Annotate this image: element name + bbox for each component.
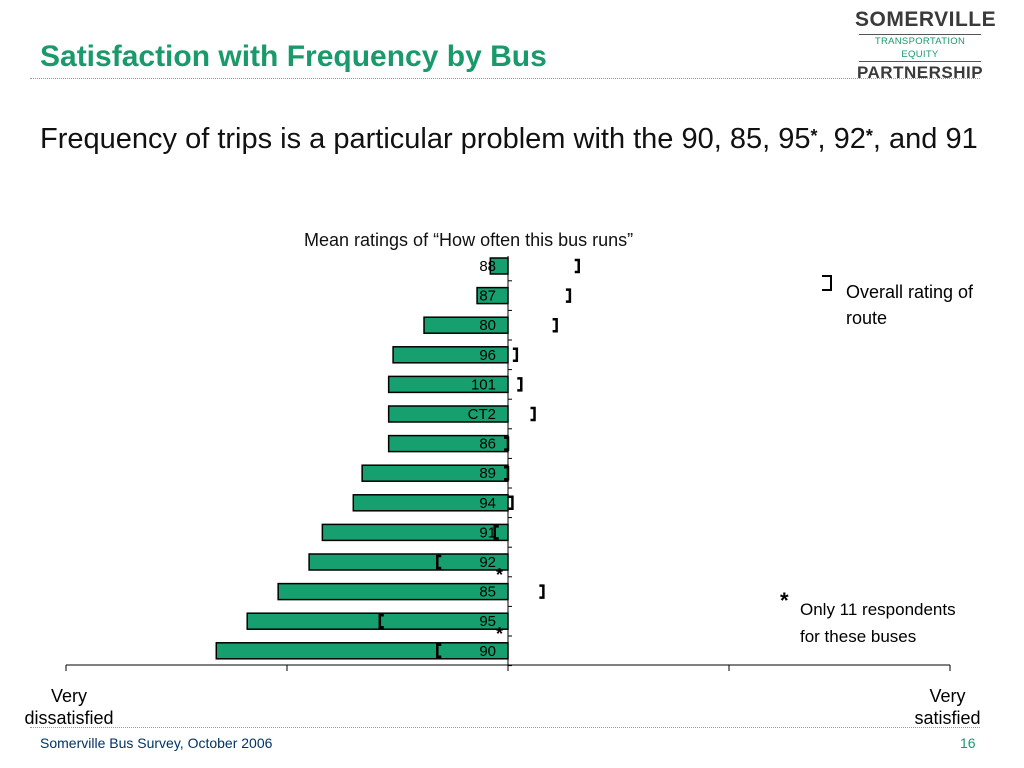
category-label-91: 91 — [479, 524, 496, 541]
overall-bracket-101 — [517, 377, 523, 392]
category-label-94: 94 — [479, 495, 496, 512]
legend-star-line-2: for these buses — [800, 627, 917, 646]
axis-end-label-right: Very satisfied — [914, 686, 981, 728]
overall-bracket-91 — [493, 525, 499, 540]
chart-title: Mean ratings of “How often this bus runs… — [304, 230, 634, 250]
category-label-92: 92 — [479, 554, 496, 571]
logo-line-1: SOMERVILLE — [855, 8, 997, 31]
slide-title: Satisfaction with Frequency by Bus — [40, 40, 547, 73]
category-label-87: 87 — [479, 288, 496, 305]
asterisk-92: * — [496, 565, 503, 585]
bar-101 — [387, 375, 509, 394]
category-label-88: 88 — [479, 258, 496, 275]
asterisk-icon: * — [780, 588, 789, 613]
logo-line-3: PARTNERSHIP — [856, 63, 984, 82]
legend-star-label: Only 11 respondents for these buses — [800, 596, 990, 650]
bar-85 — [277, 582, 509, 601]
axis-end-label-left: Very dissatisfied — [24, 686, 114, 728]
category-label-85: 85 — [479, 584, 496, 601]
bracket-marker-icon — [822, 275, 832, 291]
category-label-95: 95 — [479, 613, 496, 630]
bar-96 — [392, 346, 509, 364]
overall-bracket-94 — [508, 495, 514, 511]
overall-bracket-87 — [565, 288, 572, 303]
bar-87 — [476, 286, 509, 305]
overall-bracket-89 — [504, 465, 510, 481]
bar-91 — [321, 523, 509, 542]
overall-bracket-96 — [512, 347, 519, 363]
category-label-80: 80 — [479, 317, 496, 334]
overall-bracket-95 — [378, 613, 384, 629]
overall-bracket-90 — [436, 643, 442, 659]
subtitle-text-2: , 92 — [817, 123, 866, 155]
bar-90 — [215, 642, 509, 660]
legend-star-line-1: Only 11 respondents — [800, 600, 956, 619]
category-label-90: 90 — [479, 643, 496, 660]
overall-bracket-85 — [539, 584, 545, 599]
bar-94 — [352, 494, 509, 512]
bar-92 — [308, 553, 509, 571]
bar-95 — [246, 612, 509, 630]
category-label-CT2: CT2 — [468, 406, 496, 423]
bar-88 — [489, 257, 509, 275]
slide-subtitle: Frequency of trips is a particular probl… — [40, 116, 990, 159]
footer-divider — [30, 727, 980, 728]
overall-bracket-80 — [552, 317, 558, 333]
logo: SOMERVILLE TRANSPORTATION EQUITY PARTNER… — [855, 8, 997, 84]
subtitle-star-2: * — [865, 126, 873, 146]
subtitle-text-3: , and 91 — [872, 123, 978, 155]
category-label-86: 86 — [479, 436, 496, 453]
bar-80 — [423, 316, 509, 334]
legend-overall-label: Overall rating of route — [846, 282, 974, 328]
footer-source: Somerville Bus Survey, October 2006 — [40, 735, 273, 751]
category-label-89: 89 — [479, 465, 496, 482]
category-label-101: 101 — [471, 376, 496, 393]
asterisk-95: * — [496, 624, 503, 644]
subtitle-star-1: * — [810, 126, 818, 146]
logo-line-2: TRANSPORTATION EQUITY — [859, 34, 981, 62]
category-label-96: 96 — [479, 347, 496, 364]
overall-bracket-CT2 — [530, 406, 536, 422]
title-divider — [30, 78, 980, 79]
overall-bracket-92 — [436, 554, 442, 570]
subtitle-text-1: Frequency of trips is a particular probl… — [40, 123, 811, 155]
page-number: 16 — [960, 735, 976, 751]
overall-bracket-86 — [504, 436, 510, 451]
bar-CT2 — [387, 405, 509, 423]
overall-bracket-88 — [574, 258, 580, 274]
